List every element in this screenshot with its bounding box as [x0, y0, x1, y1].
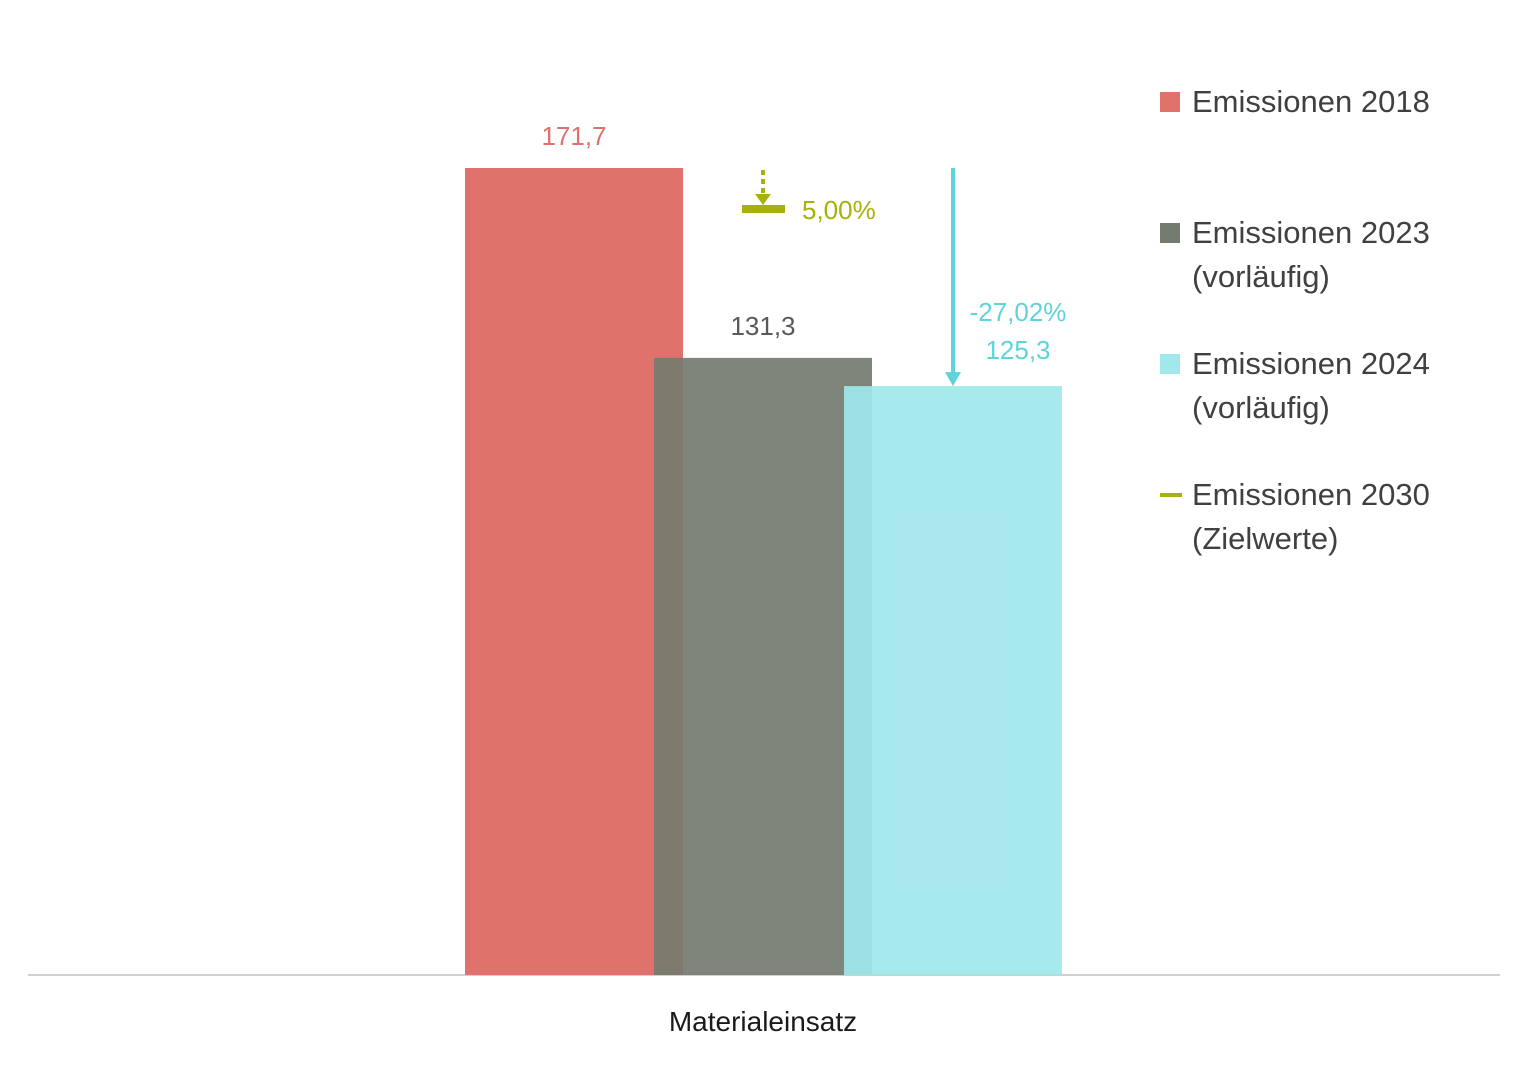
target-bar [742, 205, 785, 213]
change-label: -27,02% [970, 297, 1067, 327]
legend-swatch-2024 [1160, 354, 1180, 374]
change-annotation: -27,02% [945, 168, 1067, 387]
legend-label-2018: Emissionen 2018 [1192, 84, 1430, 119]
bar-2024 [844, 386, 1062, 975]
target-arrow-head [755, 194, 771, 205]
x-tick-label: Materialeinsatz [669, 1006, 857, 1037]
data-label-2023: 131,3 [730, 311, 795, 341]
target-marker: 5,00% [742, 170, 876, 225]
change-arrow-head [945, 372, 961, 387]
legend-label-2023: Emissionen 2023 (vorläufig) [1192, 215, 1430, 294]
legend-swatch-2018 [1160, 92, 1180, 112]
legend-line-2030 [1160, 493, 1182, 497]
bar-2018 [465, 168, 683, 975]
legend-swatch-2023 [1160, 223, 1180, 243]
bars-group [465, 168, 1062, 976]
target-label: 5,00% [802, 195, 876, 225]
legend-label-2024: Emissionen 2024 (vorläufig) [1192, 346, 1430, 425]
data-label-2024: 125,3 [985, 335, 1050, 365]
bar-2023 [654, 357, 872, 976]
legend-label-2030: Emissionen 2030 (Zielwerte) [1192, 477, 1430, 556]
labels-group: 171,7 131,3 125,3 [541, 121, 1050, 365]
data-label-2018: 171,7 [541, 121, 606, 151]
